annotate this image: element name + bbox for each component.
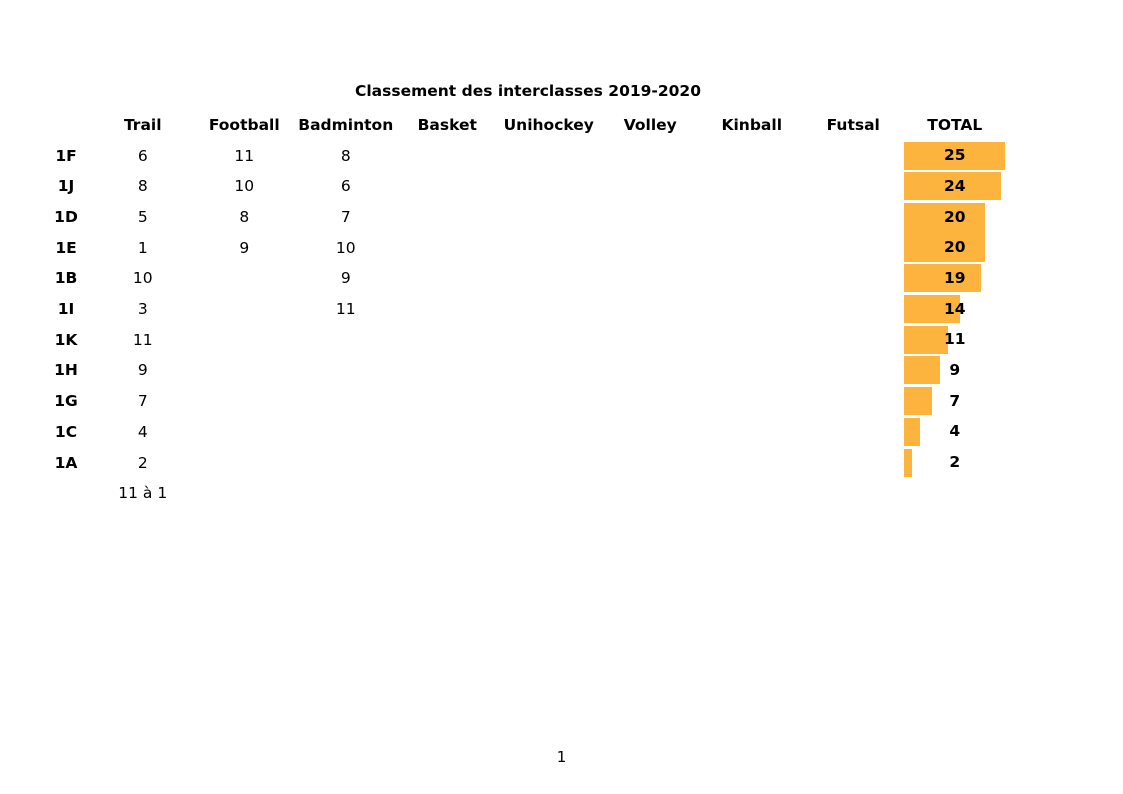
column-header-kinball: Kinball [721, 115, 783, 134]
row-label: 1K [54, 330, 78, 349]
score-cell: 10 [234, 177, 255, 196]
total-bar [904, 325, 949, 354]
score-cell: 11 [234, 146, 255, 165]
column-header-total: TOTAL [927, 115, 983, 134]
column-header-badminton: Badminton [298, 115, 394, 134]
total-cell: 11 [904, 324, 1006, 355]
total-value: 24 [943, 176, 966, 195]
chart-title: Classement des interclasses 2019-2020 [354, 82, 702, 100]
total-cell: 7 [904, 386, 1006, 417]
total-cell: 20 [904, 202, 1006, 234]
table-row: 1J 8 10 6 24 [40, 171, 1006, 202]
total-cell: 4 [904, 416, 1006, 447]
score-cell: 5 [137, 208, 148, 226]
total-bar [904, 295, 961, 324]
total-cell: 9 [904, 355, 1006, 386]
score-cell: 6 [340, 177, 351, 196]
score-cell: 10 [132, 269, 153, 288]
table-row: 1G 7 7 [40, 386, 1006, 417]
row-label: 1C [54, 422, 78, 441]
total-value: 4 [949, 422, 961, 441]
total-cell: 2 [904, 447, 1006, 478]
score-cell: 8 [340, 146, 351, 165]
footer-note: 11 à 1 [118, 484, 168, 503]
table-row: 1I 3 11 14 [40, 294, 1006, 325]
table-row: 1B 10 9 19 [40, 263, 1006, 294]
score-cell: 10 [335, 238, 356, 257]
row-label: 1H [54, 361, 78, 380]
score-cell: 6 [137, 146, 148, 165]
footer-note-row: 11 à 1 [40, 478, 1006, 509]
total-bar [904, 141, 1005, 170]
table-row: 1A 2 2 [40, 447, 1006, 478]
page-number: 1 [556, 748, 567, 766]
table-row: 1C 4 4 [40, 416, 1006, 447]
header-row: Trail Football Badminton Basket Unihocke… [40, 110, 1006, 141]
score-cell: 3 [137, 300, 148, 319]
ranking-table: Trail Football Badminton Basket Unihocke… [40, 110, 1006, 509]
total-cell: 19 [904, 263, 1006, 294]
total-bar [904, 203, 985, 234]
total-cell: 25 [904, 140, 1006, 171]
score-cell: 1 [137, 238, 148, 257]
score-cell: 9 [239, 238, 250, 257]
row-label: 1A [54, 453, 78, 472]
total-bar [904, 387, 933, 416]
row-label: 1J [57, 177, 75, 196]
score-cell: 11 [335, 300, 356, 319]
total-cell: 20 [904, 232, 1006, 263]
total-bar [904, 172, 1001, 201]
total-bar [904, 356, 941, 385]
score-cell: 11 [132, 330, 153, 349]
score-cell: 9 [137, 361, 148, 380]
score-cell: 4 [137, 422, 148, 441]
total-bar [904, 233, 985, 262]
table-row: 1F 6 11 8 25 [40, 140, 1006, 171]
score-cell: 7 [137, 392, 148, 411]
score-cell: 8 [239, 208, 250, 226]
table-body: 1F 6 11 8 25 1J 8 10 6 24 1D 5 8 7 [40, 140, 1006, 478]
column-header-basket: Basket [417, 115, 477, 134]
row-label: 1G [54, 392, 78, 411]
total-value: 25 [943, 146, 966, 165]
total-value: 9 [949, 361, 961, 380]
score-cell: 8 [137, 177, 148, 196]
table-row: 1D 5 8 7 20 [40, 202, 1006, 234]
row-label: 1F [55, 146, 77, 165]
total-cell: 24 [904, 171, 1006, 202]
column-header-trail: Trail [123, 115, 162, 134]
total-value: 20 [943, 238, 966, 257]
row-label: 1E [55, 238, 77, 257]
row-label: 1I [57, 300, 75, 319]
score-cell: 9 [340, 269, 351, 288]
row-label: 1B [54, 269, 78, 288]
total-value: 7 [949, 391, 961, 410]
total-value: 20 [943, 207, 966, 226]
column-header-unihockey: Unihockey [503, 115, 594, 134]
score-cell: 7 [340, 208, 351, 226]
total-value: 11 [943, 330, 966, 349]
total-bar [904, 448, 913, 477]
table-row: 1H 9 9 [40, 355, 1006, 386]
total-cell: 14 [904, 294, 1006, 325]
total-value: 14 [943, 299, 966, 318]
column-header-futsal: Futsal [826, 115, 880, 134]
row-label: 1D [54, 208, 78, 226]
score-cell: 2 [137, 453, 148, 472]
table-row: 1E 1 9 10 20 [40, 232, 1006, 263]
column-header-volley: Volley [623, 115, 677, 134]
column-header-football: Football [208, 115, 280, 134]
total-value: 2 [949, 453, 961, 472]
total-value: 19 [943, 269, 966, 288]
total-bar [904, 264, 981, 293]
total-bar [904, 417, 921, 446]
table-row: 1K 11 11 [40, 324, 1006, 355]
